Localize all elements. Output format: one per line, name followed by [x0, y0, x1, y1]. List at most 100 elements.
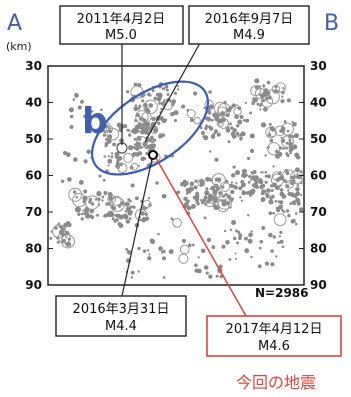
seismicity-point	[115, 155, 119, 159]
seismicity-point	[270, 262, 275, 267]
seismicity-point	[213, 204, 219, 210]
seismicity-point	[73, 157, 78, 162]
seismicity-point	[290, 182, 294, 186]
seismicity-point	[230, 189, 235, 195]
seismicity-point	[211, 173, 226, 188]
seismicity-point	[84, 195, 88, 199]
seismicity-point	[215, 274, 219, 278]
seismicity-point	[135, 124, 141, 130]
seismicity-point	[187, 243, 192, 248]
seismicity-point	[49, 236, 53, 240]
seismicity-point	[161, 87, 164, 91]
seismicity-point	[221, 244, 226, 249]
seismicity-point	[259, 184, 264, 190]
seismicity-point	[203, 106, 207, 110]
seismicity-point	[223, 229, 227, 233]
seismicity-point	[231, 173, 236, 178]
seismicity-point	[250, 191, 254, 195]
seismicity-point	[196, 268, 202, 274]
seismicity-point	[248, 175, 252, 179]
y-tick-label-left-60: 60	[25, 169, 42, 183]
seismicity-point	[151, 89, 155, 93]
seismicity-point	[294, 222, 298, 226]
seismicity-point	[214, 157, 219, 162]
seismicity-point	[161, 118, 167, 124]
seismicity-point	[208, 90, 212, 94]
seismicity-point	[149, 238, 155, 243]
seismicity-point	[247, 181, 251, 184]
seismicity-point	[241, 190, 245, 193]
seismicity-point	[270, 184, 274, 188]
seismicity-point	[251, 175, 256, 181]
seismicity-point	[110, 155, 114, 158]
seismicity-point	[173, 110, 179, 116]
seismicity-point	[200, 131, 205, 135]
seismicity-point	[234, 252, 237, 255]
seismicity-point	[229, 106, 233, 110]
seismicity-point	[65, 242, 70, 247]
seismicity-point	[170, 217, 174, 221]
count-label: N=2986	[255, 286, 309, 300]
seismicity-point	[274, 199, 278, 203]
seismicity-point	[137, 270, 140, 273]
seismicity-point	[96, 213, 100, 217]
seismicity-point	[205, 176, 211, 182]
seismicity-point	[52, 224, 67, 239]
seismicity-point	[296, 184, 300, 187]
seismicity-point	[171, 99, 176, 104]
callout-2011-mag: M5.0	[105, 28, 137, 43]
seismicity-point	[173, 91, 177, 95]
seismicity-point	[280, 136, 283, 139]
seismicity-point	[211, 133, 215, 138]
seismicity-point	[281, 135, 294, 148]
seismicity-point	[128, 145, 134, 151]
seismicity-point	[114, 151, 120, 157]
seismicity-point	[282, 87, 285, 90]
seismicity-point	[107, 139, 112, 144]
callout-current-date: 2017年4月12日	[226, 322, 323, 337]
seismicity-point	[290, 176, 294, 180]
seismicity-point	[260, 171, 263, 174]
seismicity-point	[238, 233, 243, 238]
seismicity-point	[247, 156, 251, 160]
seismicity-point	[280, 99, 285, 104]
seismicity-point	[98, 174, 102, 178]
seismicity-point	[235, 257, 238, 260]
seismicity-point	[288, 148, 293, 153]
seismicity-point	[275, 206, 278, 209]
seismicity-point	[239, 115, 244, 119]
seismicity-point	[177, 85, 180, 88]
seismicity-point	[61, 238, 66, 243]
seismicity-point	[225, 128, 231, 133]
seismicity-point	[100, 108, 103, 112]
seismicity-point	[268, 122, 272, 126]
seismicity-point	[104, 144, 108, 148]
seismicity-point	[82, 209, 85, 212]
seismicity-point	[264, 171, 268, 174]
y-tick-label-right-40: 40	[310, 96, 327, 110]
seismicity-point	[238, 236, 242, 241]
seismicity-point	[232, 165, 236, 169]
seismicity-point	[260, 122, 267, 128]
seismicity-point	[206, 200, 210, 204]
seismicity-point	[228, 122, 232, 126]
seismicity-point	[135, 141, 141, 147]
seismicity-point	[244, 173, 248, 177]
seismicity-point	[278, 235, 281, 238]
seismicity-point	[74, 93, 79, 98]
seismicity-point	[272, 211, 275, 215]
seismicity-point	[290, 201, 294, 205]
seismicity-point	[133, 82, 138, 87]
seismicity-point	[123, 123, 126, 126]
seismicity-point	[80, 212, 84, 216]
y-tick-label-left-70: 70	[25, 205, 42, 219]
seismicity-point	[231, 133, 237, 139]
seismicity-point	[199, 199, 203, 202]
seismicity-point	[232, 128, 237, 133]
seismicity-point	[91, 110, 94, 113]
seismicity-point	[115, 218, 119, 222]
seismicity-point	[236, 241, 240, 245]
seismicity-point	[249, 111, 253, 115]
seismicity-point	[240, 199, 243, 202]
seismicity-point	[257, 264, 262, 269]
